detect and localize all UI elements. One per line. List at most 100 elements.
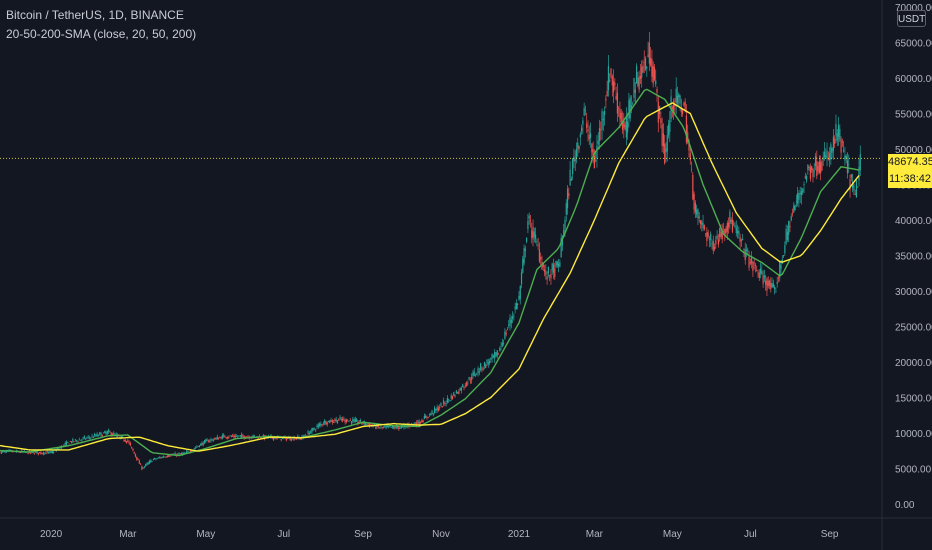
candle-down (703, 225, 705, 230)
candle-down (110, 432, 112, 436)
candle-down (77, 441, 79, 442)
candle-up (252, 434, 254, 437)
symbol-title[interactable]: Bitcoin / TetherUS, 1D, BINANCE (6, 8, 184, 22)
candle-up (435, 408, 437, 411)
candle-up (63, 444, 65, 446)
candle-up (177, 453, 179, 455)
candle-up (35, 451, 37, 453)
candle-up (596, 145, 598, 159)
candle-down (540, 257, 542, 260)
candle-down (70, 441, 73, 443)
candle-down (578, 146, 580, 150)
candle-down (290, 438, 293, 441)
candle-down (676, 95, 679, 104)
candle-down (432, 413, 434, 415)
candle-up (352, 419, 354, 421)
candle-down (619, 109, 621, 119)
candle-down (586, 123, 588, 128)
candle-up (742, 238, 744, 241)
candle-up (399, 427, 401, 429)
candle-down (770, 283, 772, 289)
candle-down (614, 82, 616, 86)
candle-up (644, 58, 647, 70)
candle-up (814, 156, 817, 166)
candle-up (830, 144, 832, 160)
candle-down (338, 419, 340, 421)
candle-down (294, 438, 296, 440)
candle-down (163, 456, 165, 458)
candle-up (524, 248, 526, 252)
candle-down (136, 456, 138, 460)
candle-up (86, 437, 88, 439)
candle-up (180, 453, 183, 455)
candle-up (474, 374, 477, 376)
candle-up (330, 420, 332, 422)
candle-up (450, 395, 452, 399)
candle-down (394, 427, 396, 429)
candle-down (427, 416, 429, 418)
candle-up (104, 430, 106, 434)
candle-up (281, 437, 284, 439)
candle-up (629, 97, 631, 119)
candle-down (280, 439, 282, 441)
candle-down (260, 437, 262, 439)
candle-up (327, 420, 330, 422)
candle-down (754, 265, 757, 266)
candle-down (481, 368, 483, 371)
candle-up (152, 459, 154, 461)
candle-down (247, 436, 249, 438)
candle-down (140, 463, 142, 465)
y-tick-label: 65000.00 (895, 39, 932, 50)
candle-up (307, 431, 309, 434)
candle-down (85, 438, 87, 440)
candle-down (331, 420, 333, 423)
candle-up (852, 181, 854, 189)
candle-up (238, 435, 240, 437)
candle-up (564, 220, 566, 230)
candle-down (857, 186, 859, 188)
candle-down (517, 303, 519, 305)
candle-down (537, 245, 539, 246)
candle-up (105, 432, 107, 435)
candle-up (518, 295, 520, 300)
candle-up (604, 110, 606, 115)
candle-down (350, 421, 353, 424)
candle-up (490, 357, 492, 360)
candle-down (379, 427, 381, 429)
candle-up (558, 263, 560, 267)
candle-down (685, 115, 688, 143)
bar-countdown-label: 11:38:42 (888, 173, 931, 185)
candle-up (807, 164, 809, 170)
candle-up (844, 155, 846, 161)
candle-down (111, 433, 114, 436)
candle-up (239, 435, 241, 437)
currency-badge[interactable]: USDT (897, 10, 926, 27)
candle-up (44, 452, 46, 454)
candle-down (731, 219, 734, 232)
candle-down (660, 118, 662, 124)
candle-up (577, 142, 579, 149)
candle-down (752, 261, 754, 271)
candle-up (768, 280, 771, 286)
candle-down (664, 143, 666, 164)
candle-down (688, 140, 690, 151)
indicator-legend[interactable]: 20-50-200-SMA (close, 20, 50, 200) (6, 27, 197, 41)
candle-down (849, 179, 851, 191)
x-tick-label: Sep (821, 529, 839, 540)
candle-up (46, 451, 48, 453)
candle-up (100, 432, 102, 436)
candle-down (243, 435, 245, 439)
candle-up (354, 418, 356, 423)
candle-down (570, 179, 572, 181)
candle-up (569, 169, 571, 186)
candle-up (734, 224, 736, 228)
candle-up (97, 435, 100, 437)
candle-down (610, 68, 612, 77)
candle-up (90, 437, 92, 439)
candle-up (598, 127, 601, 141)
x-tick-label: Jul (744, 529, 757, 540)
candle-up (9, 449, 11, 451)
candle-up (387, 426, 390, 428)
